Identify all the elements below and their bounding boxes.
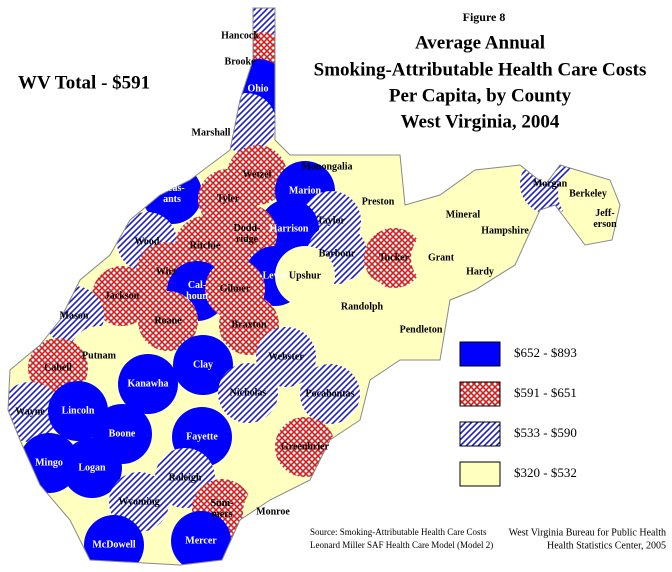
county-label: Randolph [341,301,384,312]
county-label: Mineral [446,209,481,220]
state-outline [7,7,621,566]
county-label: Nicholas [230,387,267,398]
county-label: Lincoln [62,405,95,416]
county-label: Taylor [317,215,346,226]
county-area [300,364,360,424]
county-label: Cal- [188,280,206,291]
county-label: Mingo [35,457,63,468]
county-label: Tyler [217,193,240,204]
county-label: Preston [362,196,395,207]
county-label: ants [163,194,181,205]
county-label: Fayette [186,431,218,442]
county-label: Monongalia [301,161,352,172]
county-label: Jackson [105,290,140,301]
legend-label: $320 - $532 [514,465,577,480]
legend: $652 - $893 $591 - $651 $533 - $590 $320 - … [459,341,577,487]
county-label: Braxton [232,319,267,330]
county-area [92,266,152,326]
county-label: Greenbrier [281,441,330,452]
county-label: Webster [268,351,304,362]
county-label: Monroe [256,506,290,517]
county-area [173,335,233,395]
legend-label: $533 - $590 [514,425,577,440]
county-label: Harrison [270,223,309,234]
county-area [216,93,276,153]
credit-line: Health Statistics Center, 2005 [547,540,666,551]
county-label: Tucker [379,252,410,263]
county-label: Logan [78,462,106,473]
county-label: McDowell [92,539,136,550]
county-label: Cabell [44,362,72,373]
county-label: Kanawha [127,378,168,389]
county-label: Hancock [221,30,259,41]
county-label: Upshur [289,270,322,281]
county-label: Wirt [156,266,177,277]
legend-swatch [459,421,501,447]
source-line: Source: Smoking-Attributable Health Care… [310,527,487,537]
county-area [348,172,408,232]
county-label: Putnam [82,350,117,361]
source-line: Leonard Miller SAF Health Care Model (Mo… [310,540,493,550]
county-label: Clay [193,359,213,370]
title-line: Smoking-Attributable Health Care Costs [314,59,647,80]
county-area [364,228,424,288]
county-label: Grant [428,252,455,263]
county-label: mers [211,509,232,520]
county-label: Roane [154,315,182,326]
county-label: Marshall [192,127,231,138]
legend-label: $652 - $893 [514,345,577,360]
county-area [275,246,335,306]
county-label: Wetzel [243,169,272,180]
county-area [332,277,392,337]
county-label: Jeff- [595,208,614,219]
county-label: Dodd- [234,223,261,234]
state-total: WV Total - $591 [18,72,150,93]
county-label: Pocahontas [306,388,355,399]
county-area [62,438,122,498]
county-label: Wayne [15,406,45,417]
county-label: Brooke [225,56,256,67]
county-label: Hampshire [481,225,529,236]
county-label: erson [593,219,617,230]
county-label: Berkeley [569,188,607,199]
legend-label: $591 - $651 [514,385,577,400]
county-label: Mercer [185,535,217,546]
county-area [575,189,620,249]
county-label: Barbour [319,248,356,259]
county-label: ridge [236,234,259,245]
credit-line: West Virginia Bureau for Public Health [509,527,666,538]
county-area [138,291,198,351]
county-area [391,300,451,360]
legend-swatch [459,461,501,487]
county-area [218,363,278,423]
county-label: Pendleton [400,324,443,335]
county-label: Boone [109,428,136,439]
title-line: West Virginia, 2004 [401,111,560,132]
county-label: Mason [60,310,89,321]
county-label: Ohio [247,83,268,94]
county-label: Sum- [211,498,234,509]
title-line: Per Capita, by County [389,85,572,106]
county-label: Wyoming [118,496,159,507]
county-label: Pleas- [159,183,185,194]
county-label: houn [186,291,208,302]
legend-swatch [459,381,501,407]
county-area [48,381,108,441]
county-label: Ritchie [190,240,221,251]
county-label: Gilmer [220,283,251,294]
county-area [171,511,231,565]
county-area [118,354,178,414]
county-label: Hardy [466,266,494,277]
county-labels: Hancock Brooke Ohio Marshall Wetzel Monongali… [15,30,617,550]
county-area [256,327,316,387]
county-label: Marion [289,185,322,196]
county-label: Lewis [263,270,288,281]
county-label: Morgan [533,178,568,189]
figure-label: Figure 8 [463,10,506,24]
legend-swatch [459,341,501,367]
county-label: Wood [134,236,159,247]
title-line: Average Annual [415,32,545,53]
county-label: Raleigh [169,472,202,483]
